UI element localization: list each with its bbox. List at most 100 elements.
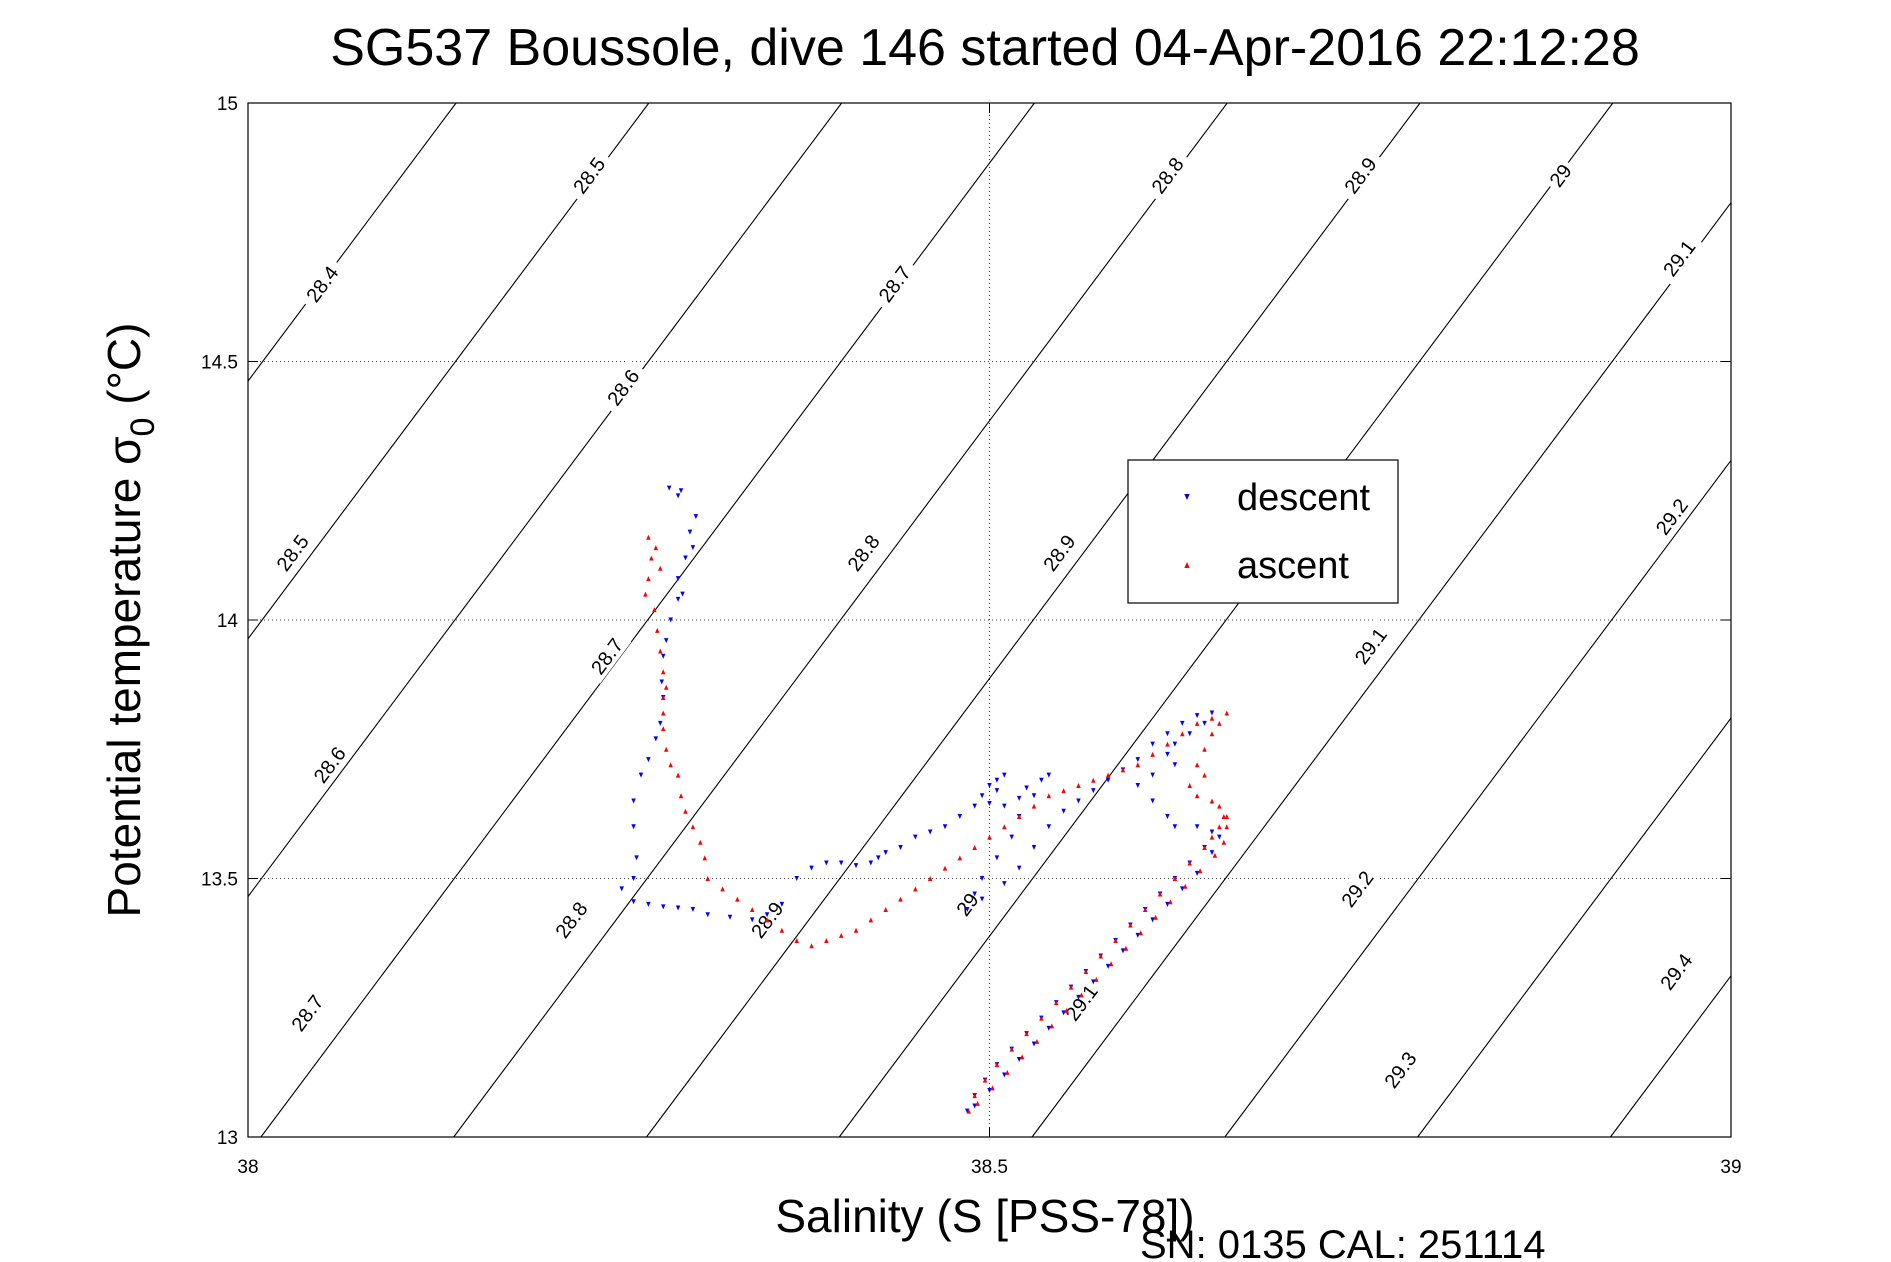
- contour-label: 29.4: [1650, 942, 1701, 999]
- descent-point: [868, 860, 874, 866]
- ascent-point: [1172, 876, 1178, 881]
- descent-point: [1150, 772, 1155, 778]
- descent-point: [987, 801, 992, 807]
- ascent-point: [982, 1077, 988, 1083]
- ascent-point: [809, 943, 814, 949]
- contour-label: 29.3: [1374, 1041, 1425, 1098]
- ascent-point: [994, 1062, 1000, 1068]
- descent-point: [972, 803, 977, 809]
- legend-marker-ascent: [1184, 562, 1190, 568]
- descent-point: [1016, 865, 1022, 871]
- contour-label: 28.9: [1033, 524, 1084, 581]
- descent-point: [927, 829, 933, 835]
- descent-point: [1172, 824, 1178, 830]
- descent-point: [1076, 798, 1081, 804]
- ascent-point: [898, 896, 903, 902]
- footer-serial-cal: SN: 0135 CAL: 251114: [1140, 1223, 1545, 1262]
- descent-point: [675, 576, 681, 582]
- ascent-point: [649, 555, 654, 561]
- y-tick-label: 14.5: [201, 353, 238, 374]
- descent-point: [659, 679, 665, 685]
- descent-point: [1194, 870, 1200, 876]
- ascent-point: [838, 932, 844, 938]
- contour-line-29: [838, 102, 1614, 1138]
- descent-point: [972, 891, 977, 897]
- ascent-point: [1016, 813, 1022, 819]
- legend-label-ascent: ascent: [1237, 545, 1349, 587]
- ascent-point: [698, 839, 703, 845]
- descent-point: [1039, 777, 1044, 783]
- descent-point: [646, 901, 651, 907]
- ascent-point: [675, 772, 681, 778]
- legend-label-descent: descent: [1237, 477, 1371, 519]
- descent-point: [994, 788, 1000, 794]
- ascent-point: [660, 669, 666, 675]
- descent-point: [680, 591, 685, 597]
- descent-point: [1031, 793, 1037, 799]
- descent-point: [1046, 1025, 1052, 1031]
- descent-point: [876, 855, 881, 861]
- descent-point: [675, 905, 681, 911]
- descent-point: [1202, 720, 1207, 726]
- descent-point: [1105, 777, 1111, 783]
- ascent-point: [1150, 751, 1155, 757]
- descent-point: [965, 907, 970, 913]
- descent-point: [809, 865, 814, 871]
- y-axis-label: Potential temperature σ0 (°C): [98, 323, 162, 918]
- contour-label: 29: [1541, 155, 1579, 194]
- descent-point: [1165, 901, 1170, 907]
- contour-line-29-1: [1031, 202, 1732, 1138]
- ascent-point: [1031, 803, 1037, 809]
- ascent-point: [1194, 720, 1200, 726]
- contour-label: 28.8: [1141, 146, 1192, 203]
- ascent-point: [1024, 1031, 1029, 1037]
- descent-point: [994, 855, 1000, 861]
- descent-point: [666, 485, 672, 491]
- ascent-point: [824, 938, 829, 944]
- descent-point: [838, 860, 844, 866]
- descent-point: [631, 798, 636, 804]
- descent-point: [638, 772, 644, 778]
- contour-label: 28.7: [580, 627, 632, 684]
- ascent-point: [1168, 899, 1173, 905]
- descent-point: [1194, 713, 1200, 719]
- ascent-point: [735, 896, 740, 902]
- ascent-point: [1202, 844, 1207, 850]
- ascent-point: [1076, 782, 1081, 788]
- descent-point: [1165, 751, 1170, 757]
- ascent-point: [1142, 907, 1148, 913]
- descent-point: [631, 899, 636, 905]
- ascent-point: [1180, 731, 1185, 737]
- descent-point: [883, 850, 888, 856]
- contour-label: 28.6: [597, 358, 648, 415]
- ascent-point: [1002, 824, 1007, 830]
- ascent-point: [990, 1085, 995, 1091]
- legend: descent ascent: [1127, 459, 1399, 604]
- descent-point: [1135, 757, 1141, 763]
- ascent-point: [987, 834, 992, 840]
- descent-point: [619, 886, 624, 892]
- ascent-point: [1123, 945, 1129, 951]
- descent-point: [994, 777, 1000, 783]
- descent-point: [779, 901, 785, 907]
- contour-line-29-3: [1417, 717, 1732, 1138]
- ascent-point: [1108, 961, 1114, 967]
- descent-point: [898, 844, 903, 850]
- ascent-point: [663, 746, 669, 752]
- descent-point: [1091, 979, 1096, 985]
- descent-point: [660, 653, 666, 659]
- svg-text:29: 29: [953, 889, 984, 920]
- ascent-point: [702, 855, 708, 861]
- ascent-point: [794, 938, 799, 944]
- descent-point: [687, 529, 693, 535]
- ascent-point: [764, 917, 770, 923]
- descent-point: [972, 1103, 977, 1109]
- ascent-point: [1105, 772, 1111, 778]
- ascent-point: [1039, 1015, 1044, 1021]
- ascent-point: [1183, 883, 1188, 889]
- ascent-point: [1221, 813, 1227, 819]
- descent-point: [653, 736, 659, 742]
- descent-point: [979, 793, 985, 799]
- descent-point: [1165, 731, 1170, 737]
- legend-marker-descent: [1184, 494, 1190, 500]
